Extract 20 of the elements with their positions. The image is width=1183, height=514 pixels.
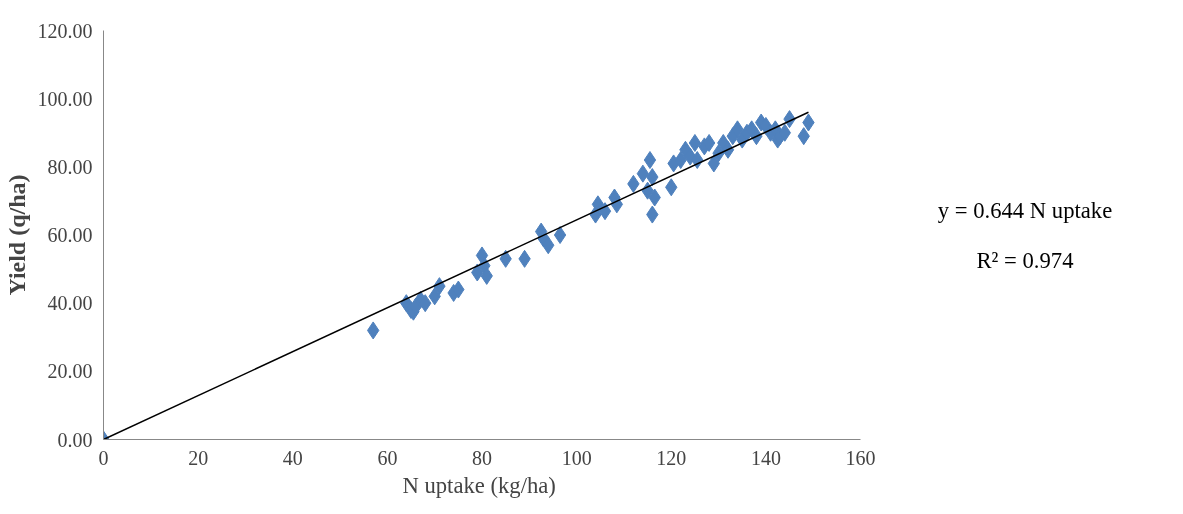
x-tick-label: 0 [98, 446, 109, 469]
text: R² = 0.974 [976, 247, 1074, 275]
x-tick-label: 100 [561, 446, 592, 469]
x-tick-label: 140 [750, 446, 781, 469]
x-tick-label: 80 [472, 446, 492, 469]
y-tick-label: 60.00 [47, 224, 93, 246]
x-tick-label: 120 [656, 446, 687, 469]
x-tick-label: 20 [188, 446, 209, 469]
y-tick-label: 0.00 [57, 428, 93, 451]
y-tick-label: 120.00 [37, 19, 93, 42]
x-tick-label: 40 [282, 446, 303, 469]
x-tick-label: 60 [377, 446, 398, 469]
x-axis-title: N uptake (kg/ha) [402, 472, 556, 498]
y-tick-label: 80.00 [47, 155, 93, 178]
y-axis-title: Yield (q/ha) [3, 174, 30, 296]
text: y = 0.644 N uptake [937, 197, 1113, 225]
y-tick-label: 20.00 [47, 360, 93, 383]
y-tick-label: 40.00 [47, 292, 93, 315]
y-tick-label: 100.00 [37, 87, 93, 110]
x-tick-label: 160 [845, 446, 876, 469]
